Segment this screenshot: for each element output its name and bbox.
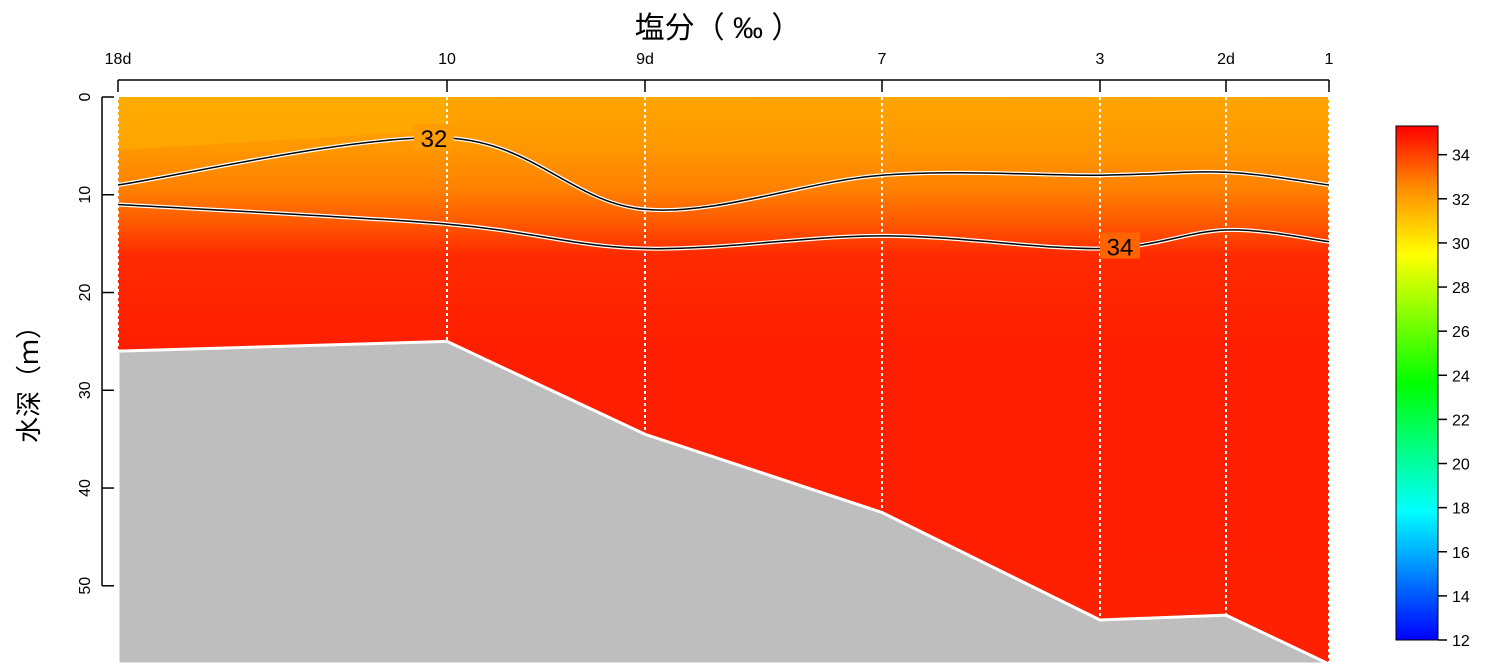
station-label-1: 1 [1325, 51, 1334, 68]
colorbar-label-16: 16 [1452, 545, 1470, 562]
colorbar-ticks: 12 14 16 18 20 22 24 26 28 30 32 34 [1438, 148, 1470, 650]
depth-tick-label-20: 20 [77, 284, 94, 302]
contour-label-bg-32 [414, 124, 454, 151]
y-axis-label: 水深（ｍ） [14, 313, 44, 443]
contour-label-32: 32 [421, 126, 448, 153]
colorbar-label-20: 20 [1452, 457, 1470, 474]
depth-tick-label-10: 10 [77, 186, 94, 204]
colorbar-label-18: 18 [1452, 501, 1470, 518]
station-label-3: 3 [1096, 51, 1105, 68]
contour-lines: 32 34 [118, 124, 1329, 262]
depth-tick-label-30: 30 [77, 381, 94, 399]
depth-tick-label-0: 0 [77, 92, 94, 101]
colorbar-label-26: 26 [1452, 324, 1470, 341]
depth-tick-label-50: 50 [77, 577, 94, 595]
salinity-colorbar: 12 14 16 18 20 22 24 26 28 30 32 34 [1395, 125, 1470, 650]
colorbar-label-14: 14 [1452, 589, 1470, 606]
depth-tick-label-40: 40 [77, 479, 94, 497]
station-label-7: 7 [878, 51, 887, 68]
contour-label-34: 34 [1107, 235, 1134, 262]
colorbar-label-12: 12 [1452, 633, 1470, 650]
depth-axis: 0 10 20 30 40 50 [77, 92, 114, 595]
contour-line-34 [118, 203, 1329, 250]
station-axis: 18d 10 9d 7 3 2d 1 [105, 51, 1334, 92]
seabed-fill [118, 339, 1329, 664]
colorbar-label-34: 34 [1452, 148, 1470, 165]
colorbar-label-24: 24 [1452, 368, 1470, 385]
surface-fresh-patch [118, 97, 447, 150]
seabed-area [118, 339, 1329, 664]
station-label-2d: 2d [1217, 51, 1235, 68]
colorbar-label-28: 28 [1452, 280, 1470, 297]
chart-title: 塩分（ ‰ ） [635, 12, 802, 45]
contour-label-bg-34 [1100, 232, 1140, 259]
section-plot: 32 34 [118, 97, 1329, 664]
contour-line-32 [118, 137, 1329, 211]
station-label-9d: 9d [636, 51, 654, 68]
colorbar-label-32: 32 [1452, 192, 1470, 209]
colorbar-label-30: 30 [1452, 236, 1470, 253]
station-label-10: 10 [438, 51, 456, 68]
station-label-18d: 18d [105, 51, 132, 68]
colorbar-label-22: 22 [1452, 412, 1470, 429]
colorbar-gradient [1395, 125, 1439, 641]
station-lines [118, 97, 1329, 664]
